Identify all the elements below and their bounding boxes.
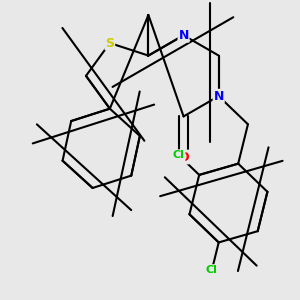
Text: N: N bbox=[178, 29, 189, 42]
Text: N: N bbox=[214, 90, 224, 103]
Text: Cl: Cl bbox=[173, 150, 185, 160]
Text: S: S bbox=[105, 37, 114, 50]
Text: Cl: Cl bbox=[206, 265, 218, 275]
Text: O: O bbox=[178, 151, 189, 164]
